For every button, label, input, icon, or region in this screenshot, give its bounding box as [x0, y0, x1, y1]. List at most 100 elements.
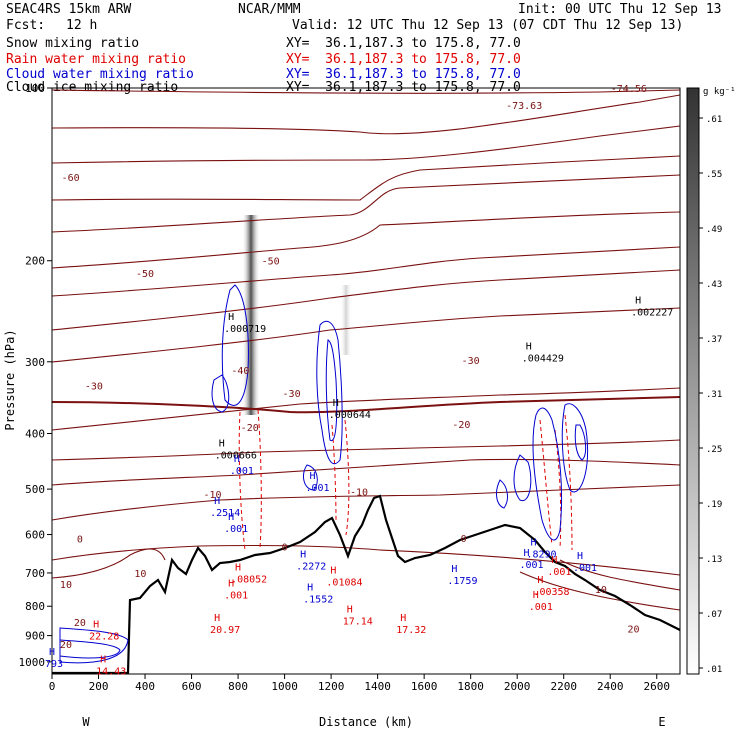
- y-tick-label-2: 300: [25, 356, 45, 369]
- x-tick-label-1: 200: [89, 680, 109, 693]
- extremum-value-16: .001: [224, 590, 248, 601]
- isotherm-label-11: -10: [203, 490, 221, 501]
- init-time: Init: 00 UTC Thu 12 Sep 13: [518, 2, 722, 17]
- snow-band-main: [242, 215, 260, 415]
- extremum-value-0: .000719: [224, 324, 266, 335]
- colorbar-tick-label-2: .13: [706, 555, 722, 565]
- x-axis: 0 200 400 600 800 1000 1200 1400 1600 1800 2000 220…: [49, 674, 670, 693]
- extremum-value-2: .000666: [215, 450, 257, 461]
- y-tick-label-3: 400: [25, 427, 45, 440]
- x-tick-label-2: 400: [135, 680, 155, 693]
- colorbar-tick-label-7: .43: [706, 280, 722, 290]
- isotherm-label-0: -74.56: [611, 84, 647, 95]
- y-tick-label-9: 1000: [19, 656, 46, 669]
- extremum-value-18: .00358: [533, 587, 569, 598]
- extremum-marker-19: H: [551, 555, 557, 566]
- isotherm-label-3: -50: [136, 269, 154, 280]
- x-tick-label-11: 2200: [550, 680, 577, 693]
- extremum-marker-6: H: [228, 512, 234, 523]
- isotherm-label-20: 20: [60, 640, 72, 651]
- extremum-value-15: .08052: [231, 575, 267, 586]
- extremum-marker-10: H: [307, 582, 313, 593]
- isotherm-label-9: -20: [241, 423, 259, 434]
- extremum-marker-0: H: [228, 312, 234, 323]
- x-axis-west: W: [82, 715, 90, 729]
- colorbar: [686, 87, 700, 675]
- extremum-value-4: .002227: [631, 307, 673, 318]
- x-tick-label-9: 1800: [457, 680, 484, 693]
- isotherm-label-8: -30: [462, 356, 480, 367]
- extremum-marker-7: H: [234, 454, 240, 465]
- forecast-hour: 12 h: [66, 18, 98, 33]
- x-tick-label-3: 600: [182, 680, 202, 693]
- extremum-marker-9: H: [300, 550, 306, 561]
- field-rain-label: Rain water mixing ratio: [6, 52, 187, 67]
- isotherm-label-16: 10: [60, 580, 72, 591]
- forecast-label: Fcst:: [6, 18, 46, 33]
- isotherm-label-21: 20: [627, 625, 639, 636]
- x-tick-label-10: 2000: [504, 680, 531, 693]
- extremum-value-24: 22.28: [89, 632, 119, 643]
- extremum-value-6: .001: [224, 524, 248, 535]
- extrema-labels: H.000719H.000644H.000666H.004429H.002227…: [45, 295, 673, 677]
- field-rain-xy: XY= 36.1,187.3 to 175.8, 77.0: [286, 52, 521, 67]
- isotherm-label-18: 10: [595, 585, 607, 596]
- field-cloud-label: Cloud water mixing ratio: [6, 67, 194, 82]
- model-name: SEAC4RS 15km ARW: [6, 2, 132, 17]
- colorbar-tick-label-4: .25: [706, 445, 722, 455]
- extremum-value-22: 17.14: [343, 616, 373, 627]
- extremum-marker-2: H: [219, 438, 225, 449]
- extremum-value-5: .2514: [210, 508, 240, 519]
- x-tick-label-12: 2400: [597, 680, 624, 693]
- x-tick-label-4: 800: [228, 680, 248, 693]
- extremum-marker-18: H: [537, 575, 543, 586]
- isotherm-label-7: -30: [283, 389, 301, 400]
- extremum-marker-24: H: [93, 620, 99, 631]
- extremum-value-1: .000644: [329, 410, 371, 421]
- x-tick-label-6: 1200: [318, 680, 345, 693]
- extremum-marker-23: H: [400, 613, 406, 624]
- terrain-line: [52, 494, 680, 674]
- x-tick-label-13: 2600: [643, 680, 670, 693]
- colorbar-unit: g kg⁻¹: [703, 87, 736, 97]
- extremum-value-9: .2272: [296, 562, 326, 573]
- extremum-marker-12: H: [530, 538, 536, 549]
- isotherm-label-2: -60: [62, 173, 80, 184]
- x-axis-east: E: [658, 715, 665, 729]
- field-snow-xy: XY= 36.1,187.3 to 175.8, 77.0: [286, 36, 521, 51]
- y-tick-label-5: 600: [25, 529, 45, 542]
- y-tick-label-8: 900: [25, 630, 45, 643]
- x-tick-label-0: 0: [49, 680, 56, 693]
- y-tick-label-6: 700: [25, 567, 45, 580]
- colorbar-tick-label-1: .07: [706, 610, 722, 620]
- colorbar-tick-label-8: .49: [706, 225, 722, 235]
- isotherm-label-19: 20: [74, 618, 86, 629]
- colorbar-tick-label-9: .55: [706, 170, 722, 180]
- extremum-marker-21: H: [214, 613, 220, 624]
- colorbar-tick-label-10: .61: [706, 115, 722, 125]
- field-cloud-xy: XY= 36.1,187.3 to 175.8, 77.0: [286, 67, 521, 82]
- x-tick-label-8: 1600: [411, 680, 438, 693]
- extremum-value-26: 793: [45, 659, 63, 670]
- extremum-value-23: 17.32: [396, 625, 426, 636]
- cloud-contours: [59, 284, 589, 664]
- org-name: NCAR/MMM: [238, 2, 301, 17]
- extremum-marker-20: H: [533, 590, 539, 601]
- isotherm-label-4: -50: [262, 257, 280, 268]
- x-tick-label-5: 1000: [271, 680, 298, 693]
- isotherm-label-13: 0: [77, 535, 83, 546]
- y-axis: 100 200 300 400 500 600 700 800 900 1000: [19, 82, 52, 669]
- extremum-marker-1: H: [333, 398, 339, 409]
- extremum-marker-22: H: [347, 604, 353, 615]
- extremum-marker-25: H: [100, 654, 106, 665]
- extremum-value-20: .001: [529, 602, 553, 613]
- extremum-value-25: 14.43: [96, 666, 126, 677]
- extremum-marker-4: H: [635, 295, 641, 306]
- y-tick-label-1: 200: [25, 255, 45, 268]
- extremum-marker-14: H: [577, 551, 583, 562]
- rain-contours: [238, 409, 573, 551]
- isotherm-label-15: 0: [461, 534, 467, 545]
- extremum-value-13: .001: [519, 560, 543, 571]
- extremum-value-19: .001: [547, 567, 571, 578]
- extremum-marker-17: H: [330, 566, 336, 577]
